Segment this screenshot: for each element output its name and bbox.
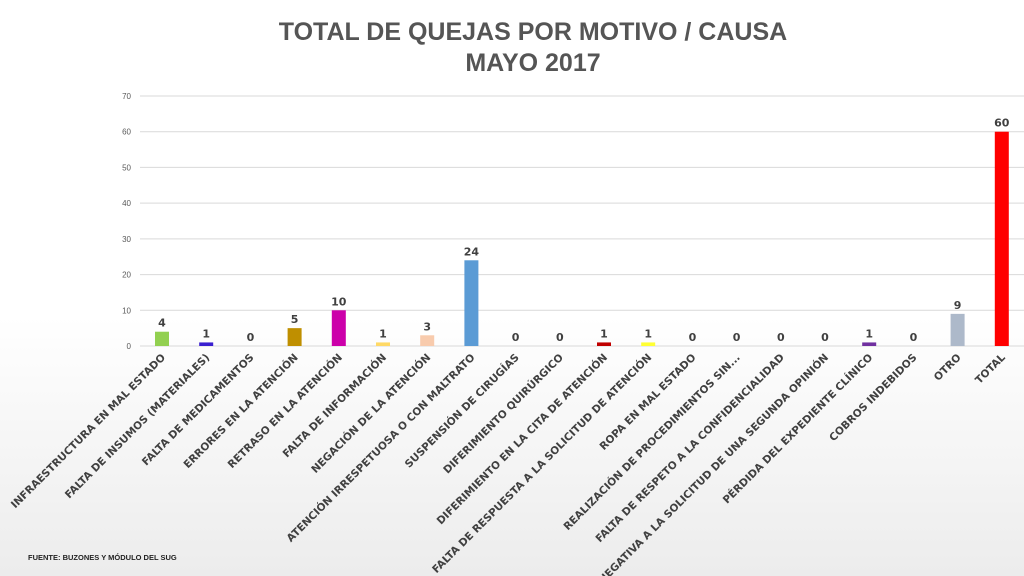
data-label: 0 <box>512 331 520 344</box>
data-label: 24 <box>464 245 480 258</box>
data-label: 0 <box>777 331 785 344</box>
bar <box>331 310 346 346</box>
y-tick-label: 0 <box>127 342 132 351</box>
y-tick-label: 30 <box>122 235 131 244</box>
data-label: 60 <box>994 117 1010 130</box>
bar <box>420 335 435 346</box>
data-label: 0 <box>247 331 255 344</box>
bar <box>950 313 965 346</box>
bar <box>641 342 656 346</box>
data-label: 1 <box>644 327 652 340</box>
x-tick-label: PÉRDIDA DEL EXPEDIENTE CLÍNICO <box>720 351 875 506</box>
x-tick-label: TOTAL <box>973 351 1008 386</box>
data-label: 9 <box>954 299 962 312</box>
data-label: 1 <box>379 327 387 340</box>
data-label: 1 <box>202 327 210 340</box>
gridlines <box>140 95 1024 347</box>
data-label: 3 <box>423 320 431 333</box>
y-tick-label: 50 <box>122 163 131 172</box>
y-tick-label: 70 <box>122 92 131 101</box>
bar <box>155 331 169 346</box>
bar <box>862 342 877 346</box>
x-tick-label: DIFERIMIENTO EN LA CITA DE ATENCIÓN <box>434 351 610 527</box>
y-axis: 0 10 20 30 40 50 60 70 <box>122 92 131 351</box>
data-label: 5 <box>291 313 299 326</box>
x-tick-label: INFRAESTRUCTURA EN MAL ESTADO <box>9 352 168 511</box>
bar <box>464 260 479 346</box>
bar <box>597 342 611 346</box>
bar <box>994 131 1009 346</box>
x-tick-label: FALTA DE RESPUESTA A LA SOLICITUD DE ATE… <box>429 351 654 576</box>
y-tick-label: 40 <box>122 199 131 208</box>
bars <box>155 131 1009 346</box>
x-tick-label: OTRO <box>932 352 964 384</box>
bar <box>287 328 302 346</box>
x-tick-label: COBROS INDEBIDOS <box>827 352 919 444</box>
data-label: 0 <box>910 331 918 344</box>
y-tick-label: 20 <box>122 271 131 280</box>
data-label: 10 <box>331 295 347 308</box>
data-label: 0 <box>689 331 697 344</box>
data-label: 1 <box>865 327 873 340</box>
bar <box>199 342 214 346</box>
y-tick-label: 60 <box>122 128 131 137</box>
chart-subtitle: MAYO 2017 <box>465 49 601 77</box>
bar <box>376 342 390 346</box>
source-footnote: FUENTE: BUZONES Y MÓDULO DEL SUG <box>28 553 177 562</box>
data-label: 1 <box>600 327 608 340</box>
data-label: 0 <box>821 331 829 344</box>
data-label: 0 <box>556 331 564 344</box>
data-label: 0 <box>733 331 741 344</box>
y-tick-label: 10 <box>122 306 131 315</box>
chart-title: TOTAL DE QUEJAS POR MOTIVO / CAUSA <box>278 18 788 46</box>
data-label: 4 <box>158 317 166 330</box>
